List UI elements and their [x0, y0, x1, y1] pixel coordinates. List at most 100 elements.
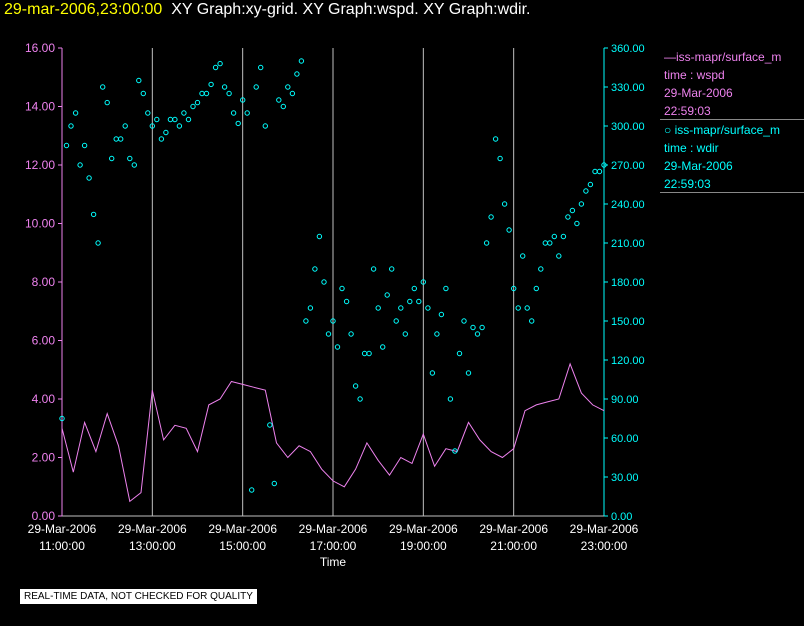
legend-wdir: ○ iss-mapr/surface_m time : wdir 29-Mar-…: [664, 121, 804, 193]
wdir-point: [208, 81, 214, 88]
wdir-point: [199, 90, 205, 97]
wdir-point: [587, 181, 594, 188]
y-left-tick-label: 14.00: [25, 100, 55, 114]
legend-wdir-marker: ○: [664, 123, 672, 137]
legend-wspd-time: 22:59:03: [664, 104, 711, 118]
x-tick-label-time: 19:00:00: [400, 539, 447, 553]
y-right-tick-label: 0.00: [611, 511, 632, 523]
chart-header: 29-mar-2006,23:00:00 XY Graph:xy-grid. X…: [4, 1, 531, 19]
wdir-point: [113, 136, 119, 142]
x-tick-label-time: 13:00:00: [129, 539, 176, 553]
wdir-point: [167, 116, 174, 123]
legend-wdir-time: 22:59:03: [664, 177, 711, 191]
y-left-tick-label: 10.00: [25, 217, 55, 231]
y-right-tick-label: 90.00: [611, 394, 639, 406]
wdir-point: [90, 211, 97, 218]
wdir-point: [149, 123, 156, 129]
legend-divider: [660, 192, 804, 193]
wdir-point: [122, 123, 128, 129]
wdir-point: [407, 298, 413, 305]
wdir-point: [393, 318, 399, 324]
x-tick-label-time: 21:00:00: [490, 539, 537, 553]
x-tick-label-time: 15:00:00: [219, 539, 266, 553]
y-left-tick-label: 2.00: [32, 451, 56, 465]
wdir-point: [118, 136, 124, 142]
wdir-point: [140, 90, 147, 97]
wdir-point: [109, 155, 115, 162]
y-left-tick-label: 0.00: [32, 509, 56, 523]
wdir-point: [339, 285, 345, 292]
wdir-point: [203, 90, 210, 97]
wdir-point: [258, 64, 264, 71]
legend-wspd-date: 29-Mar-2006: [664, 86, 733, 100]
wdir-point: [181, 110, 187, 116]
y-left-tick-label: 4.00: [32, 392, 56, 406]
wdir-point: [470, 324, 476, 331]
wdir-point: [298, 58, 305, 64]
wdir-point: [81, 142, 88, 149]
y-left-tick-label: 12.00: [25, 158, 55, 172]
wdir-point: [578, 201, 585, 207]
x-tick-label-date: 29-Mar-2006: [118, 522, 187, 536]
wdir-point: [425, 305, 431, 311]
wdir-point: [343, 298, 350, 305]
wdir-point: [370, 266, 377, 272]
x-tick-label-date: 29-Mar-2006: [389, 522, 458, 536]
wdir-point: [380, 344, 386, 350]
y-right-tick-label: 120.00: [611, 355, 645, 367]
y-right-tick-label: 240.00: [611, 199, 645, 211]
wdir-point: [361, 350, 368, 357]
wdir-point: [547, 240, 553, 246]
wdir-point: [389, 266, 395, 272]
wdir-point: [488, 214, 494, 220]
wdir-point: [465, 370, 472, 376]
wdir-point: [95, 240, 101, 246]
wdir-point: [524, 305, 530, 311]
wdir-point: [127, 155, 133, 162]
wdir-point: [294, 71, 300, 77]
wdir-point: [330, 318, 336, 324]
y-right-tick-label: 360.00: [611, 43, 645, 55]
wdir-point: [72, 110, 79, 116]
wdir-point: [542, 240, 548, 246]
wdir-point: [348, 331, 354, 337]
wdir-point: [307, 305, 314, 311]
y-left-tick-label: 16.00: [25, 41, 55, 55]
wdir-point: [172, 116, 178, 123]
wdir-point: [384, 292, 390, 298]
wdir-point: [131, 162, 138, 168]
wdir-point: [574, 220, 580, 227]
wdir-point: [416, 298, 422, 305]
wdir-point: [334, 344, 341, 350]
wdir-point: [565, 214, 571, 220]
x-tick-label-time: 23:00:00: [581, 539, 628, 553]
wdir-point: [262, 123, 268, 129]
wdir-point: [303, 318, 309, 324]
x-tick-label-time: 11:00:00: [39, 539, 85, 553]
wspd-line: [61, 362, 605, 503]
wdir-point: [375, 305, 381, 311]
y-left-tick-label: 6.00: [32, 334, 56, 348]
y-left-tick-label: 8.00: [32, 275, 56, 289]
wdir-point: [434, 331, 440, 337]
wdir-point: [592, 168, 598, 175]
y-right-tick-label: 330.00: [611, 82, 645, 94]
wdir-point: [601, 162, 607, 168]
wdir-point: [560, 233, 567, 240]
wdir-point: [267, 422, 273, 428]
wdir-point: [59, 415, 65, 422]
legend-wspd-var: time : wspd: [664, 68, 725, 82]
wdir-point: [212, 64, 219, 71]
wdir-point: [483, 240, 490, 246]
legend-wdir-source-text: iss-mapr/surface_m: [674, 123, 780, 137]
legend-wspd-source: —iss-mapr/surface_m: [664, 50, 782, 64]
wdir-point: [511, 285, 517, 292]
wdir-point: [316, 233, 323, 240]
wdir-point: [158, 136, 165, 142]
wdir-point: [217, 60, 223, 67]
wdir-point: [253, 84, 259, 90]
wdir-point: [312, 266, 318, 272]
x-tick-label-date: 29-Mar-2006: [570, 522, 639, 536]
y-right-tick-label: 300.00: [611, 121, 645, 133]
wdir-point: [447, 396, 454, 402]
